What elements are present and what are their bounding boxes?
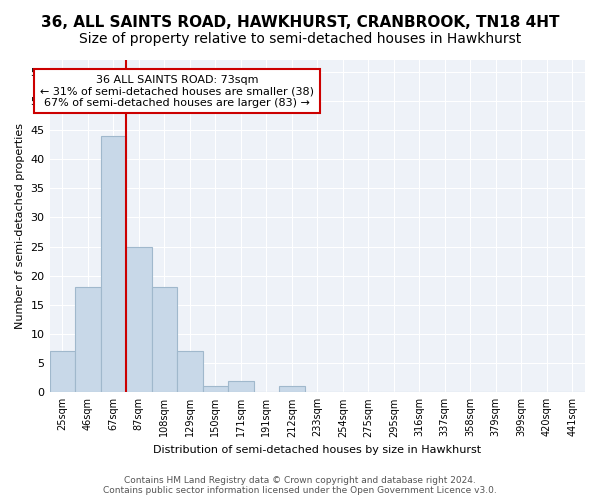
Y-axis label: Number of semi-detached properties: Number of semi-detached properties [15,123,25,329]
Bar [279,386,305,392]
X-axis label: Distribution of semi-detached houses by size in Hawkhurst: Distribution of semi-detached houses by … [153,445,481,455]
Bar [50,352,75,393]
Bar [75,288,101,393]
Bar [126,246,152,392]
Bar [228,380,254,392]
Text: Contains HM Land Registry data © Crown copyright and database right 2024.
Contai: Contains HM Land Registry data © Crown c… [103,476,497,495]
Bar [152,288,177,393]
Text: 36, ALL SAINTS ROAD, HAWKHURST, CRANBROOK, TN18 4HT: 36, ALL SAINTS ROAD, HAWKHURST, CRANBROO… [41,15,559,30]
Bar [177,352,203,393]
Bar [101,136,126,392]
Bar [203,386,228,392]
Text: Size of property relative to semi-detached houses in Hawkhurst: Size of property relative to semi-detach… [79,32,521,46]
Text: 36 ALL SAINTS ROAD: 73sqm
← 31% of semi-detached houses are smaller (38)
67% of : 36 ALL SAINTS ROAD: 73sqm ← 31% of semi-… [40,74,314,108]
